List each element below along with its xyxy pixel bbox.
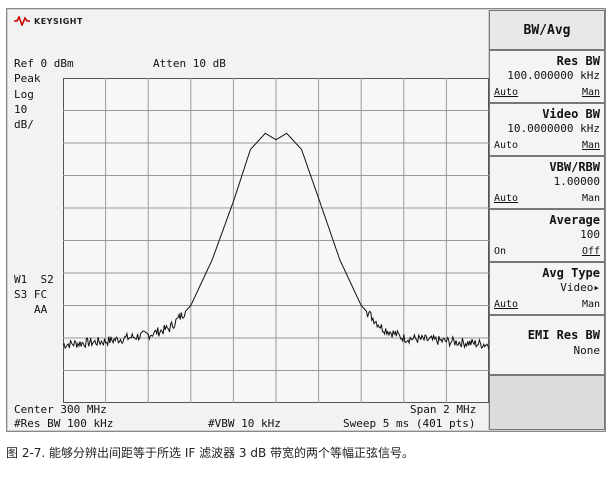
- vbw-readout: #VBW 10 kHz: [208, 417, 281, 430]
- avg-type-auto: Auto: [494, 299, 519, 310]
- res-bw-readout: #Res BW 100 kHz: [14, 417, 114, 430]
- vbw-rbw-softkey[interactable]: VBW/RBW 1.00000 Auto Man: [489, 156, 605, 209]
- res-bw-man: Man: [581, 87, 600, 98]
- center-frequency: Center 300 MHz: [14, 403, 107, 416]
- avg-type-softkey[interactable]: Avg Type Video▸ Auto Man: [489, 262, 605, 315]
- vbw-rbw-label: VBW/RBW: [549, 160, 600, 174]
- spectrum-plot: [63, 78, 489, 403]
- trace-line: [63, 132, 489, 350]
- brand-name: KEYSIGHT: [34, 16, 83, 26]
- video-bw-label: Video BW: [542, 107, 600, 121]
- res-bw-value: 100.000000 kHz: [507, 69, 600, 82]
- frequency-span: Span 2 MHz: [410, 403, 477, 416]
- average-label: Average: [549, 213, 600, 227]
- analyzer-display: KEYSIGHT Ref 0 dBm Atten 10 dB Peak Log …: [6, 8, 606, 432]
- trace-indicator-s3fc: S3 FC: [14, 288, 48, 301]
- trace-screen: KEYSIGHT Ref 0 dBm Atten 10 dB Peak Log …: [8, 10, 489, 430]
- figure-caption: 图 2-7. 能够分辨出间距等于所选 IF 滤波器 3 dB 带宽的两个等幅正弦…: [6, 446, 415, 460]
- attenuation: Atten 10 dB: [153, 57, 226, 70]
- emi-res-bw-softkey[interactable]: EMI Res BW None: [489, 315, 605, 375]
- avg-type-man: Man: [581, 299, 600, 310]
- average-softkey[interactable]: Average 100 On Off: [489, 209, 605, 262]
- ref-level: Ref 0 dBm: [14, 57, 74, 70]
- detector-mode: Peak: [14, 72, 41, 85]
- res-bw-softkey[interactable]: Res BW 100.000000 kHz Auto Man: [489, 50, 605, 103]
- gridlines: [63, 78, 489, 403]
- emi-res-bw-label: EMI Res BW: [527, 328, 600, 342]
- blank-softkey[interactable]: [489, 375, 605, 430]
- vbw-rbw-auto: Auto: [494, 193, 519, 204]
- trace-indicator-w1s2: W1 S2: [14, 273, 54, 286]
- emi-res-bw-value: None: [573, 344, 601, 357]
- average-on: On: [494, 246, 507, 257]
- keysight-wave-icon: [14, 16, 30, 26]
- scale-value: 10: [14, 103, 28, 116]
- average-off: Off: [581, 246, 600, 257]
- video-bw-auto: Auto: [494, 140, 519, 151]
- scale-type: Log: [14, 88, 34, 101]
- avg-type-label: Avg Type: [542, 266, 600, 280]
- brand-logo: KEYSIGHT: [14, 14, 83, 28]
- vbw-rbw-value: 1.00000: [553, 175, 600, 188]
- res-bw-auto: Auto: [494, 87, 519, 98]
- sweep-readout: Sweep 5 ms (401 pts): [343, 417, 476, 430]
- trace-indicator-aa: AA: [34, 303, 48, 316]
- video-bw-value: 10.0000000 kHz: [507, 122, 600, 135]
- scale-unit: dB/: [14, 118, 34, 131]
- menu-title: BW/Avg: [489, 10, 605, 50]
- average-value: 100: [580, 228, 600, 241]
- video-bw-man: Man: [581, 140, 600, 151]
- video-bw-softkey[interactable]: Video BW 10.0000000 kHz Auto Man: [489, 103, 605, 156]
- vbw-rbw-man: Man: [581, 193, 600, 204]
- avg-type-value: Video▸: [560, 281, 600, 294]
- res-bw-label: Res BW: [556, 54, 600, 68]
- softkey-panel: BW/Avg Res BW 100.000000 kHz Auto Man Vi…: [489, 10, 605, 430]
- graticule: [63, 78, 489, 403]
